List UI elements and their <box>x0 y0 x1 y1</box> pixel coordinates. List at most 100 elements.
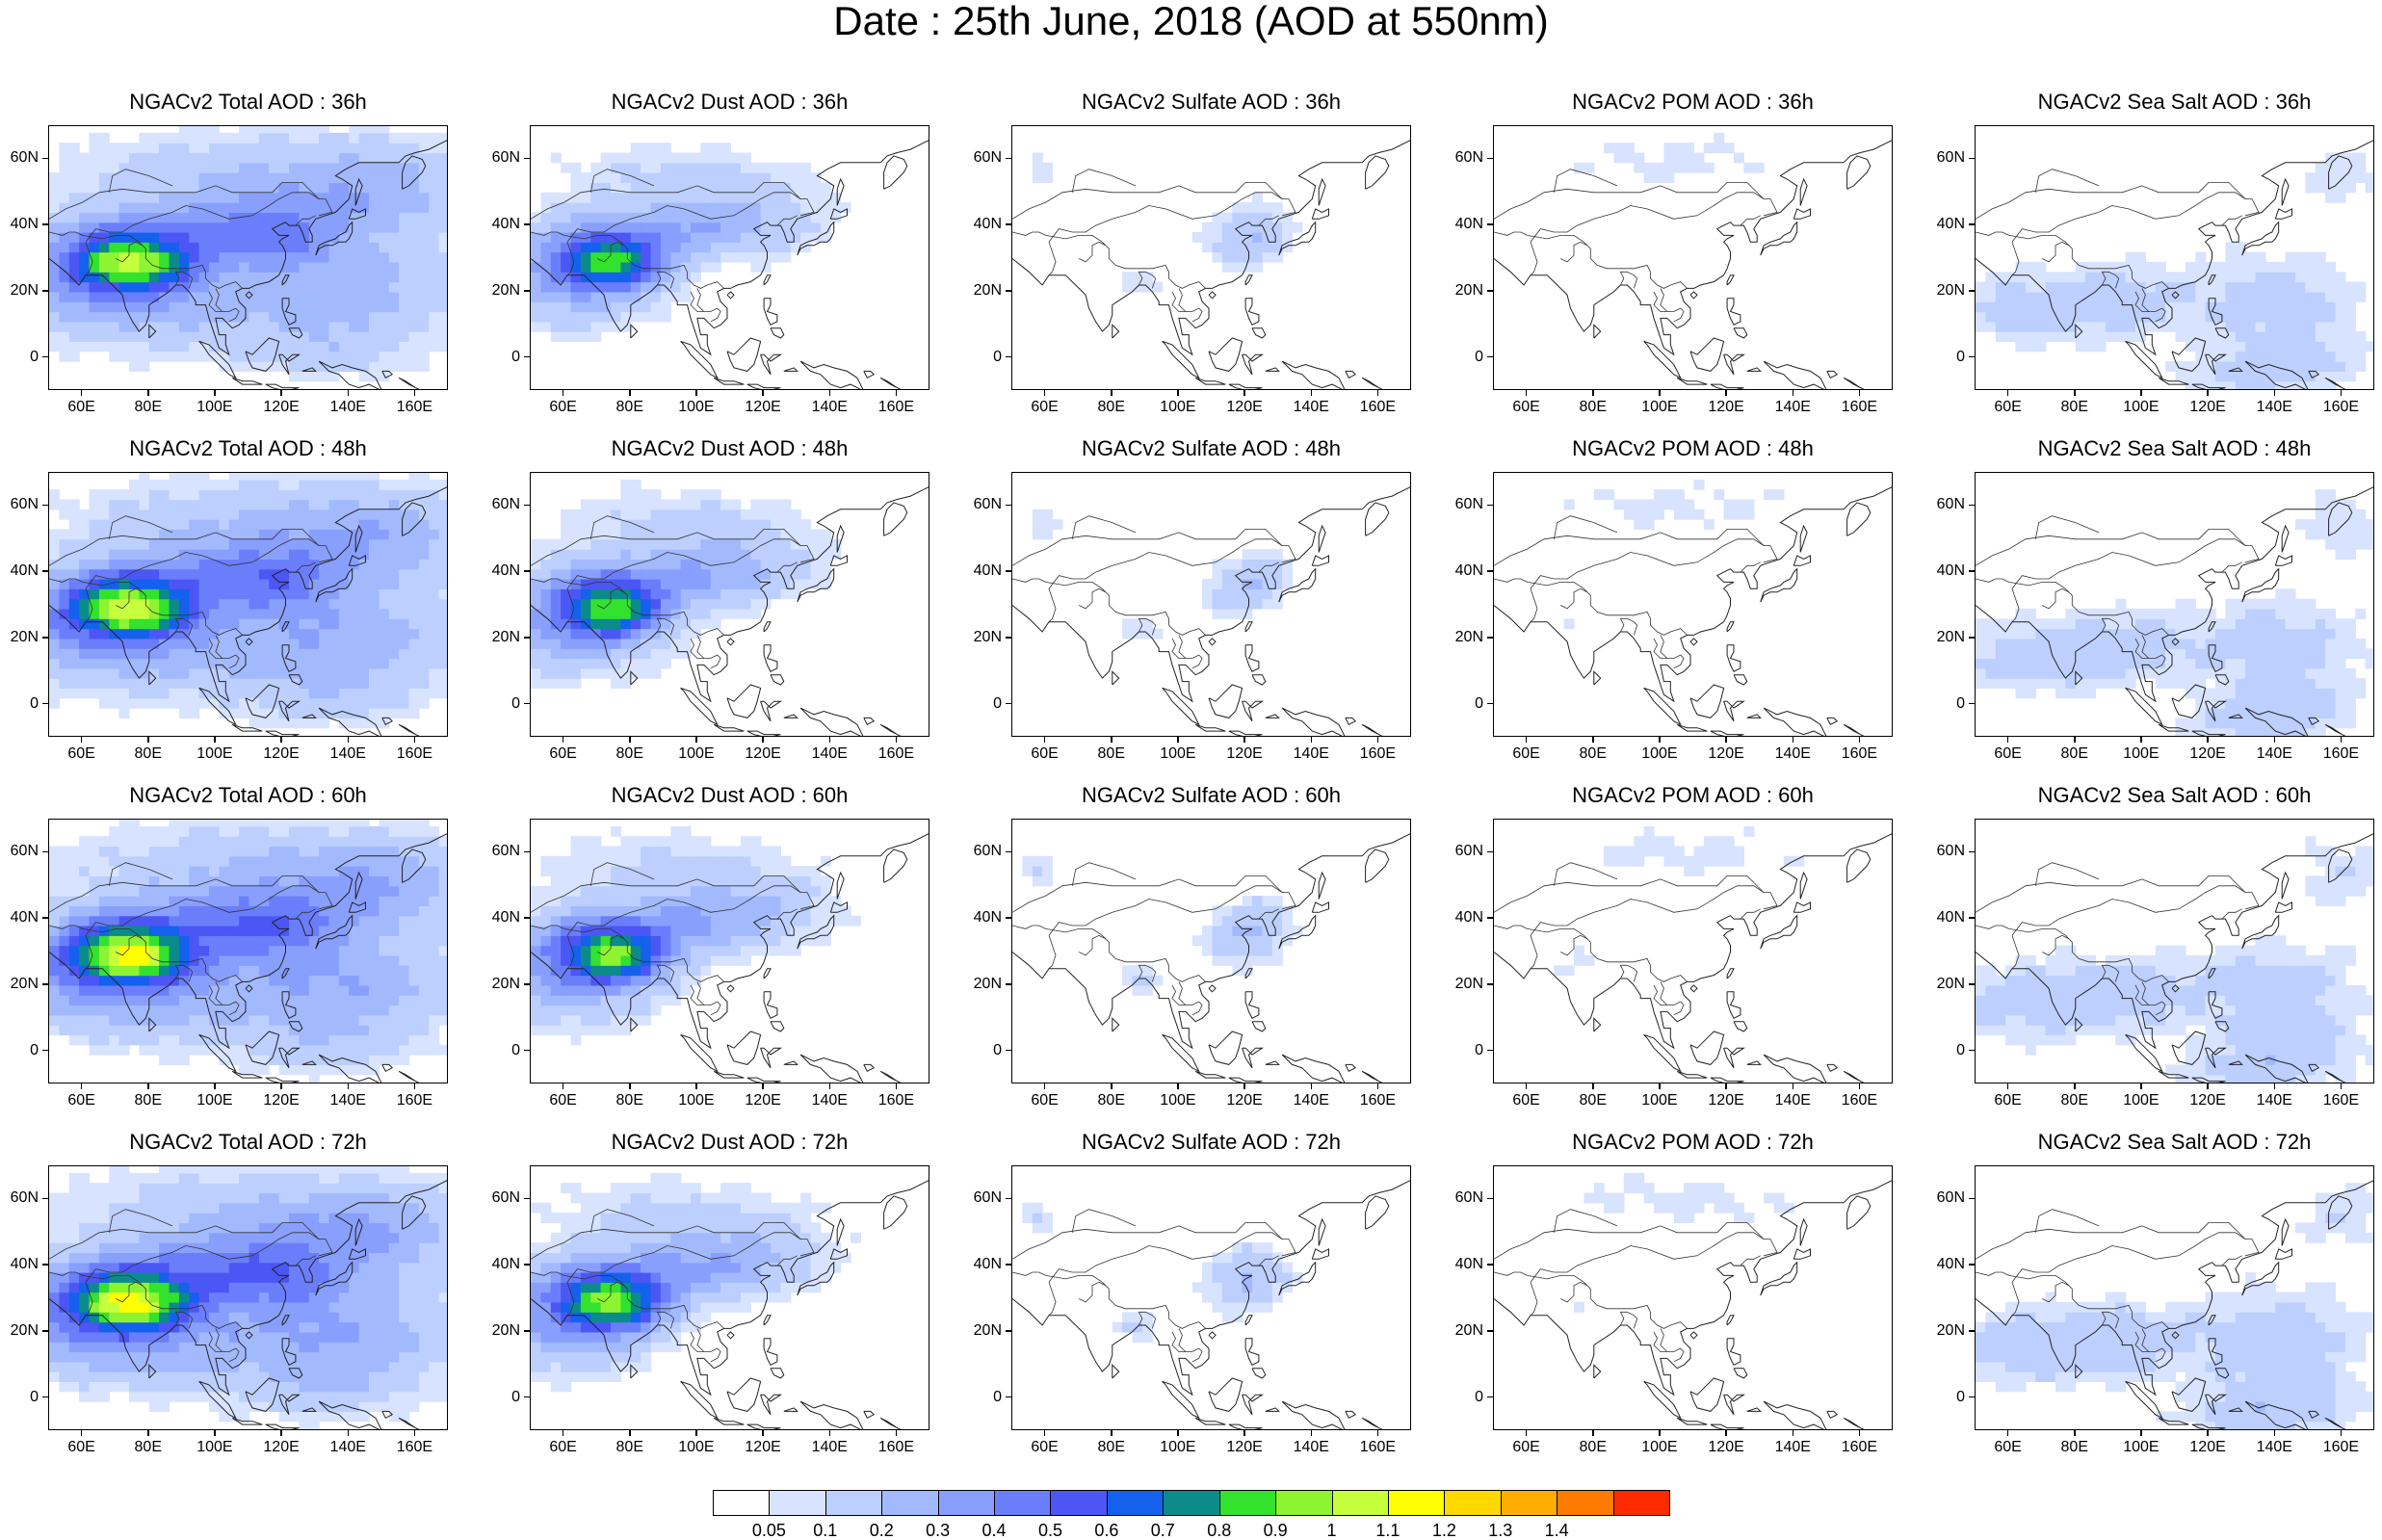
aod-cell <box>2336 618 2346 629</box>
aod-cell <box>309 826 320 837</box>
aod-cell <box>761 500 772 510</box>
aod-cell <box>561 559 571 569</box>
aod-cell <box>109 905 119 916</box>
aod-cell <box>720 242 731 252</box>
aod-cell <box>1033 172 1043 183</box>
aod-cell <box>379 708 389 718</box>
aod-cell <box>269 588 279 599</box>
aod-cell <box>159 1055 170 1065</box>
aod-cell <box>631 163 641 173</box>
aod-cell <box>2115 312 2126 323</box>
panel-title: NGACv2 Total AOD : 36h <box>48 91 448 114</box>
aod-cell <box>189 579 199 589</box>
lon-tick-mark <box>2140 390 2142 396</box>
aod-cell <box>700 489 711 500</box>
aod-cell <box>720 232 731 243</box>
aod-cell <box>811 549 822 560</box>
aod-cell <box>711 193 721 203</box>
aod-cell <box>229 361 240 372</box>
aod-cell <box>359 262 370 273</box>
aod-cell <box>329 698 340 709</box>
aod-cell <box>531 312 541 323</box>
aod-cell <box>69 143 80 153</box>
aod-cell <box>2245 648 2256 659</box>
aod-cell <box>631 500 641 510</box>
aod-cell <box>691 212 701 222</box>
aod-cell <box>269 242 279 252</box>
aod-cell <box>561 639 571 649</box>
aod-cell <box>641 489 651 500</box>
aod-cell <box>129 847 140 857</box>
aod-cell <box>389 341 400 352</box>
lat-tick-mark <box>1969 703 1975 705</box>
aod-cell <box>170 352 180 362</box>
aod-cell <box>299 1064 309 1075</box>
aod-cell <box>299 549 309 560</box>
aod-cell <box>2295 282 2306 293</box>
aod-cell <box>179 935 190 946</box>
aod-cell <box>2215 361 2226 372</box>
aod-cell <box>399 222 409 233</box>
aod-cell <box>741 549 751 560</box>
aod-cell <box>289 639 300 649</box>
aod-cell <box>661 232 671 243</box>
aod-cell <box>1694 480 1705 490</box>
aod-cell <box>379 569 389 580</box>
aod-cell <box>2176 599 2186 610</box>
aod-cell <box>2055 331 2066 342</box>
aod-cell <box>129 639 140 649</box>
aod-cell <box>2176 609 2186 619</box>
aod-cell <box>2275 292 2286 302</box>
lon-tick-label: 160E <box>395 746 433 762</box>
aod-cell <box>349 718 359 728</box>
aod-cell <box>179 143 190 153</box>
aod-cell <box>149 500 160 510</box>
aod-cell <box>359 292 370 302</box>
aod-cell <box>429 331 439 342</box>
aod-cell <box>309 312 320 323</box>
aod-cell <box>2176 678 2186 689</box>
aod-cell <box>379 163 389 173</box>
country-border <box>1531 242 1537 274</box>
aod-cell <box>49 252 60 263</box>
aod-cell <box>249 182 260 193</box>
aod-cell <box>2345 648 2356 659</box>
aod-cell <box>2055 678 2066 689</box>
aod-cell <box>170 1055 180 1065</box>
aod-cell <box>791 232 801 243</box>
aod-cell <box>681 529 692 539</box>
aod-cell <box>249 905 260 916</box>
aod-cell <box>1232 262 1243 273</box>
aod-cell <box>339 143 350 153</box>
lon-tick-mark <box>629 390 631 396</box>
aod-cell <box>219 820 229 827</box>
aod-cell <box>59 946 69 956</box>
aod-cell <box>1754 163 1765 173</box>
aod-cell <box>309 579 320 589</box>
aod-cell <box>289 193 300 203</box>
aod-cell <box>2286 609 2296 619</box>
coastline <box>1690 685 1724 718</box>
aod-cell <box>209 143 220 153</box>
aod-cell <box>720 222 731 233</box>
aod-cell <box>2106 272 2116 282</box>
aod-cell <box>750 232 761 243</box>
aod-cell <box>389 222 400 233</box>
aod-cell <box>2345 678 2356 689</box>
aod-cell <box>540 301 551 312</box>
aod-cell <box>531 618 541 629</box>
aod-cell <box>561 301 571 312</box>
aod-cell <box>389 153 400 164</box>
aod-cell <box>129 312 140 323</box>
aod-cell <box>119 352 130 362</box>
aod-cell <box>139 856 149 867</box>
aod-cell <box>439 232 448 243</box>
aod-cell <box>299 519 309 530</box>
aod-cell <box>299 352 309 362</box>
aod-cell <box>1774 489 1785 500</box>
aod-cell <box>299 262 309 273</box>
aod-cell <box>1252 242 1263 252</box>
aod-cell <box>59 331 69 342</box>
aod-cell <box>439 500 448 510</box>
aod-cell <box>439 262 448 273</box>
